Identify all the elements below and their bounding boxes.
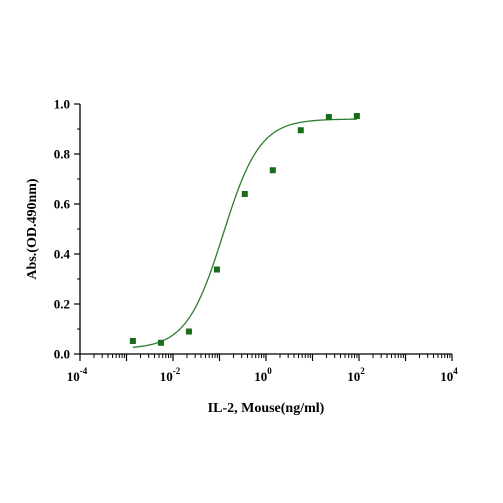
y-tick-label: 1.0 [54,97,70,112]
x-tick-label: 10-4 [67,366,88,384]
data-point [241,191,248,197]
x-tick-label: 104 [440,366,458,384]
x-axis: 10-4 10-2 100 102 104 [67,353,458,384]
y-tick-label: 0.6 [54,197,71,212]
data-point [269,167,276,174]
fit-curve [132,118,357,348]
y-tick-label: 0.0 [54,347,70,362]
data-point [213,266,220,273]
x-tick-label: 10-2 [160,366,181,384]
y-tick-label: 0.4 [54,247,71,262]
y-axis-title: Abs.(OD.490nm) [25,178,40,279]
x-axis-title: IL-2, Mouse(ng/ml) [208,401,325,416]
y-axis: 0.0 0.2 0.4 0.6 0.8 1.0 [54,97,81,362]
data-point [129,338,136,344]
x-tick-label: 100 [254,366,272,384]
data-points-layer [129,113,360,346]
data-point [157,339,164,346]
data-point [297,127,304,134]
data-point [353,113,360,119]
fit-curve-layer [132,118,357,348]
data-point [325,114,332,120]
y-tick-label: 0.8 [54,147,71,162]
data-point [185,328,192,335]
y-tick-label: 0.2 [54,297,70,312]
x-tick-label: 102 [347,366,365,384]
